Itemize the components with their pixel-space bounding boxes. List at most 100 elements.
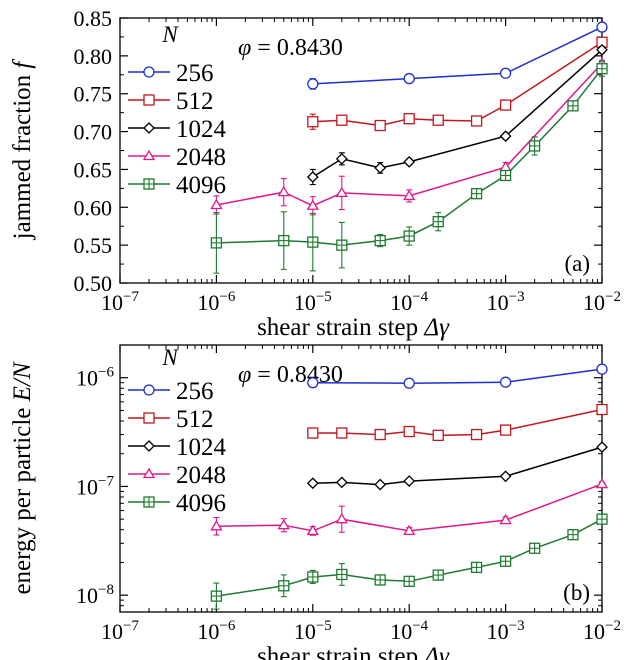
legend-label: 256 — [176, 60, 214, 87]
y-axis-label: energy per particle E/N — [9, 361, 36, 594]
legend-item-256: 256 — [128, 60, 214, 87]
legend-item-512: 512 — [128, 88, 214, 115]
data-point — [336, 239, 348, 251]
data-point — [596, 403, 608, 416]
data-point — [528, 542, 541, 554]
x-tick-label: 10−4 — [390, 618, 428, 644]
data-point — [307, 78, 319, 90]
legend-item-1024: 1024 — [128, 116, 227, 143]
series-line — [216, 483, 603, 532]
data-point — [470, 188, 483, 200]
x-tick-label: 10−3 — [487, 618, 525, 644]
data-point — [596, 43, 608, 56]
data-point — [403, 524, 416, 536]
data-point — [307, 427, 319, 439]
legend-item-2048: 2048 — [128, 144, 226, 171]
data-point — [499, 470, 512, 483]
legend-label: 256 — [176, 378, 214, 405]
data-point — [528, 140, 541, 152]
phi-annotation: φ = 0.8430 — [238, 35, 343, 61]
x-tick-label: 10−7 — [101, 618, 139, 644]
data-point — [306, 524, 319, 536]
x-tick-label: 10−3 — [487, 289, 525, 315]
data-point — [403, 475, 416, 488]
data-point — [470, 115, 483, 127]
legend-label: 512 — [176, 406, 214, 433]
x-tick-label: 10−5 — [294, 618, 332, 644]
data-point — [143, 440, 155, 452]
series-4096 — [210, 60, 608, 274]
y-tick-label: 0.85 — [74, 6, 113, 31]
x-tick-label: 10−7 — [101, 289, 139, 315]
panel-label: (b) — [563, 580, 590, 605]
y-tick-label: 10−6 — [76, 365, 114, 391]
series-256 — [307, 363, 608, 389]
data-point — [336, 114, 348, 126]
legend-item-256: 256 — [128, 378, 214, 405]
panel-b: 10−7 10−6 10−5 10−4 10−3 10−2 10−8 10−7 10−6 shea… — [9, 344, 621, 660]
data-point — [403, 155, 416, 168]
y-tick-label: 0.80 — [74, 44, 113, 69]
data-point — [403, 72, 415, 85]
data-point — [142, 149, 156, 161]
x-axis-label: shear strain step Δγ — [257, 314, 450, 341]
data-point — [403, 575, 415, 587]
data-point — [142, 467, 156, 479]
data-point — [432, 429, 444, 442]
data-point — [567, 100, 579, 112]
series-1024 — [306, 441, 608, 491]
x-tick-label: 10−4 — [390, 289, 428, 315]
data-point — [306, 171, 319, 183]
data-point — [143, 496, 155, 508]
data-point — [403, 113, 415, 125]
series-1024 — [306, 43, 608, 186]
legend-label: 1024 — [176, 434, 227, 461]
series-line — [312, 408, 603, 437]
series-4096 — [210, 513, 608, 610]
data-point — [596, 363, 608, 375]
data-point — [499, 99, 512, 111]
data-point — [210, 520, 223, 531]
data-point — [335, 476, 348, 489]
legend-item-512: 512 — [128, 406, 214, 433]
data-point — [335, 186, 348, 198]
data-point — [499, 555, 512, 567]
data-point — [432, 569, 444, 581]
data-point — [306, 199, 319, 210]
data-point — [470, 428, 483, 441]
data-point — [432, 114, 444, 126]
data-point — [596, 63, 608, 75]
data-point — [307, 236, 319, 248]
data-point — [307, 377, 319, 389]
y-axis-label: jammed fraction f — [9, 59, 36, 241]
data-point — [596, 21, 608, 33]
data-point — [307, 116, 319, 128]
data-point — [335, 152, 348, 165]
series-line — [312, 446, 603, 486]
data-point — [278, 580, 290, 592]
data-point — [335, 512, 348, 524]
data-point — [595, 477, 609, 489]
series-line — [312, 26, 603, 85]
data-point — [143, 122, 155, 134]
data-point — [499, 376, 512, 388]
series-2048 — [210, 477, 609, 536]
legend-label: 1024 — [176, 116, 227, 143]
data-point — [499, 424, 512, 436]
y-tick-label: 0.65 — [74, 157, 113, 182]
phi-annotation: φ = 0.8430 — [238, 362, 343, 388]
y-tick-label: 10−8 — [76, 582, 114, 608]
data-point — [499, 130, 512, 143]
x-tick-label: 10−6 — [197, 618, 235, 644]
legend-label: 4096 — [176, 172, 226, 199]
data-point — [143, 412, 155, 424]
data-point — [374, 119, 386, 132]
data-point — [143, 178, 155, 190]
legend-label: 512 — [176, 88, 214, 115]
series-2048 — [210, 57, 609, 216]
y-tick-label: 0.75 — [74, 82, 113, 107]
y-tick-label: 0.70 — [74, 120, 113, 145]
